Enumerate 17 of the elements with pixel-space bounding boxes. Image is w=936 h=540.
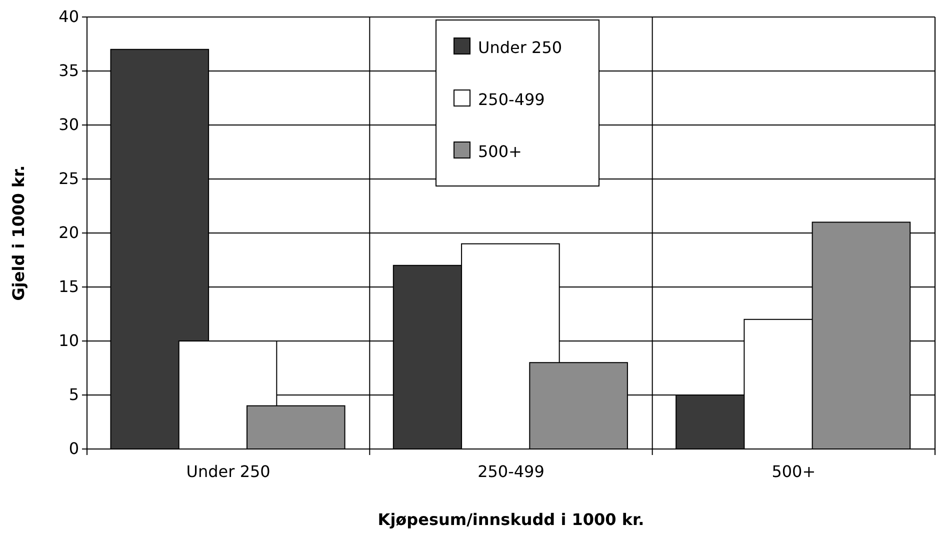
y-tick-label: 40 [58, 7, 79, 26]
x-tick-label: 250-499 [478, 462, 544, 481]
y-tick-label: 5 [68, 385, 79, 404]
legend-label: 250-499 [478, 90, 545, 109]
x-tick-label: Under 250 [186, 462, 270, 481]
y-tick-label: 0 [68, 439, 79, 458]
y-tick-label: 35 [58, 61, 79, 80]
y-axis-title: Gjeld i 1000 kr. [9, 165, 28, 301]
x-axis-title: Kjøpesum/innskudd i 1000 kr. [378, 510, 644, 529]
y-tick-label: 15 [58, 277, 79, 296]
y-tick-label: 30 [58, 115, 79, 134]
y-tick-label: 20 [58, 223, 79, 242]
x-tick-label: 500+ [772, 462, 816, 481]
legend-label: 500+ [478, 142, 522, 161]
y-tick-label: 25 [58, 169, 79, 188]
y-tick-label: 10 [58, 331, 79, 350]
legend-label: Under 250 [478, 38, 562, 57]
